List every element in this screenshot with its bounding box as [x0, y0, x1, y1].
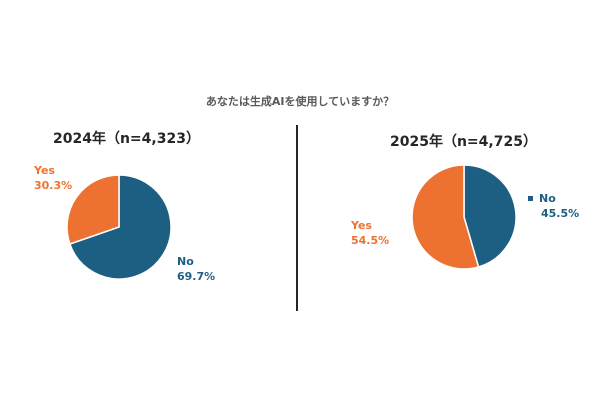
pie-2024-slice-yes: [66, 174, 120, 245]
pie-2024-title: 2024年（n=4,323）: [53, 131, 200, 147]
pie-2025-yes-label: Yes 54.5%: [351, 218, 389, 248]
pie-2024-no-value: 69.7%: [177, 270, 216, 283]
pie-2025-yes-name: Yes: [351, 219, 372, 232]
pie-2024-no-label: No 69.7%: [177, 254, 215, 284]
pie-2025-slice-yes: [411, 164, 480, 270]
pie-2024-no-name: No: [177, 255, 194, 268]
pie-2025-slice-no: [463, 164, 517, 268]
pie-2025-no-value: 45.5%: [541, 207, 580, 220]
legend-square-icon: [528, 195, 533, 201]
pie-2024-slice-no: [68, 174, 172, 280]
pie-2025-title: 2025年（n=4,725）: [390, 134, 537, 150]
chart-title: あなたは生成AIを使用していますか？: [205, 95, 395, 108]
pie-2025-yes-value: 54.5%: [351, 234, 390, 247]
pie-2025-no-name-text: No: [539, 192, 556, 205]
pie-2024-yes-value: 30.3%: [34, 179, 73, 192]
pie-2024-yes-label: Yes 30.3%: [34, 163, 72, 193]
divider-line: [296, 125, 298, 311]
pie-2025-no-label: No 45.5%: [528, 191, 580, 221]
pie-2025-no-name: No: [528, 191, 579, 206]
pie-2024-yes-name: Yes: [34, 164, 55, 177]
